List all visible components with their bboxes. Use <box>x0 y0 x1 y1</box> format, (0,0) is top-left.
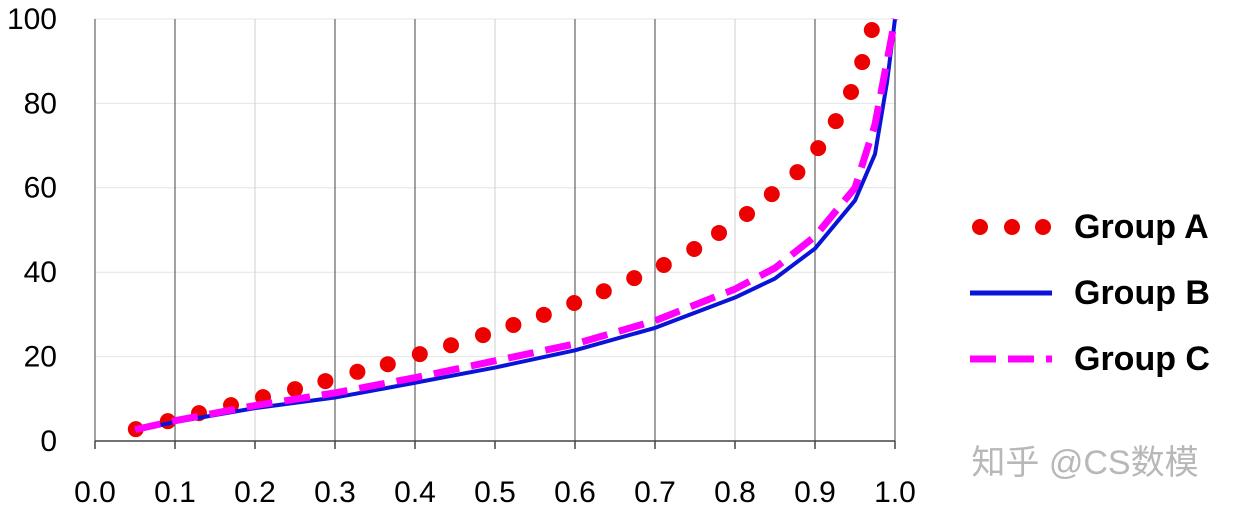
x-tick-label: 0.0 <box>74 476 116 509</box>
line <box>134 18 899 434</box>
point <box>626 270 643 287</box>
legend-marker <box>972 219 988 235</box>
point <box>739 205 755 222</box>
x-tick-label: 0.5 <box>474 476 516 509</box>
point <box>810 140 827 157</box>
point <box>863 21 880 38</box>
point <box>827 113 844 130</box>
point <box>566 295 583 312</box>
x-tick-label: 0.1 <box>154 476 196 509</box>
x-tick-label: 1.0 <box>874 476 916 509</box>
point <box>843 84 859 101</box>
x-tick-label: 0.6 <box>554 476 596 509</box>
point <box>379 356 396 373</box>
y-tick-label: 40 <box>24 256 57 289</box>
legend-label: Group B <box>1074 274 1210 312</box>
legend-marker <box>1004 219 1020 235</box>
point <box>686 240 703 257</box>
point <box>595 283 612 300</box>
legend-label: Group A <box>1074 208 1209 246</box>
point <box>505 316 522 333</box>
point <box>317 373 334 390</box>
x-tick-label: 0.4 <box>394 476 436 509</box>
y-tick-label: 100 <box>7 3 57 36</box>
point <box>475 327 491 344</box>
point <box>349 363 366 380</box>
point <box>789 164 806 181</box>
x-tick-label: 0.9 <box>794 476 836 509</box>
point <box>535 306 552 323</box>
x-tick-label: 0.3 <box>314 476 356 509</box>
legend-label: Group C <box>1074 340 1210 378</box>
legend-marker <box>1035 219 1051 235</box>
x-tick-label: 0.7 <box>634 476 676 509</box>
y-tick-label: 60 <box>24 172 57 205</box>
point <box>711 224 727 241</box>
y-tick-label: 20 <box>24 341 57 374</box>
x-tick-label: 0.8 <box>714 476 756 509</box>
y-tick-label: 80 <box>24 87 57 120</box>
point <box>854 54 871 71</box>
line <box>134 18 897 433</box>
watermark: 知乎 @CS数模 <box>971 444 1198 482</box>
point <box>443 337 459 354</box>
point <box>655 257 672 274</box>
point <box>763 186 780 203</box>
x-tick-label: 0.2 <box>234 476 276 509</box>
point <box>287 381 303 398</box>
point <box>411 346 428 363</box>
y-tick-label: 0 <box>40 425 57 458</box>
